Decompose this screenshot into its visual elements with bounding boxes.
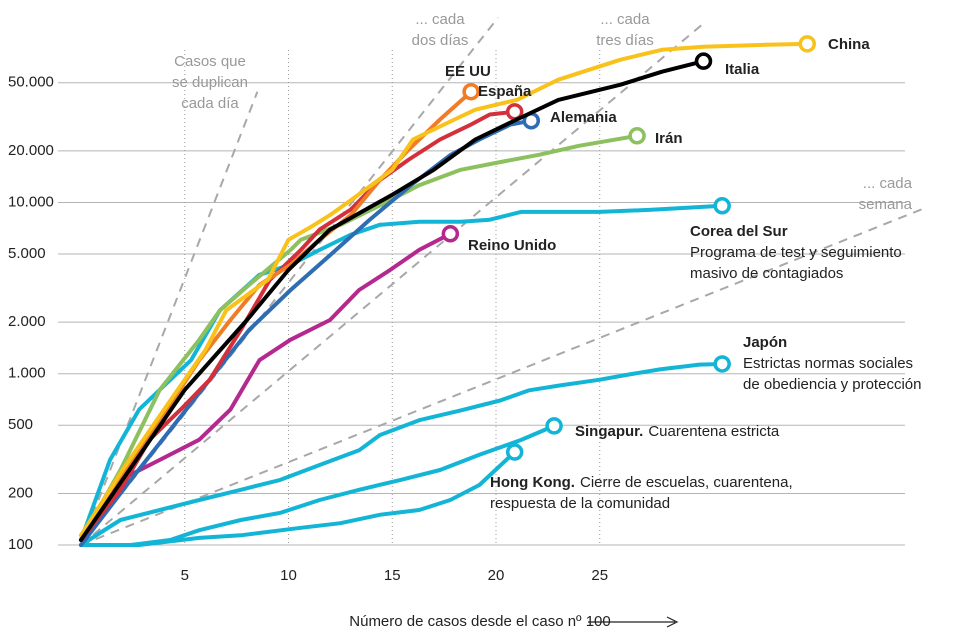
series-note: Cuarentena estricta xyxy=(648,423,780,440)
series-label: Japón xyxy=(743,334,787,351)
end-marker xyxy=(462,82,480,101)
series-line xyxy=(79,231,453,542)
reference-line xyxy=(80,20,707,546)
end-marker xyxy=(545,417,563,435)
series-label: Hong Kong. xyxy=(490,474,575,491)
reference-label: tres días xyxy=(596,32,654,49)
series-note: Estrictas normas sociales xyxy=(743,355,913,372)
y-tick-label: 5.000 xyxy=(8,245,46,262)
end-marker xyxy=(713,355,731,373)
axis-arrow-head xyxy=(666,616,679,628)
end-marker xyxy=(798,35,816,53)
reference-label: dos días xyxy=(412,32,469,49)
x-tick-label: 15 xyxy=(384,567,401,584)
series-label: Corea del Sur xyxy=(690,223,788,240)
series-label: Reino Unido xyxy=(468,237,556,254)
end-marker xyxy=(505,443,524,461)
y-tick-label: 2.000 xyxy=(8,313,46,330)
series-line xyxy=(79,109,517,542)
series-line xyxy=(79,133,640,542)
end-marker xyxy=(441,225,460,243)
y-tick-label: 10.000 xyxy=(8,193,54,210)
reference-line xyxy=(80,206,926,546)
x-tick-label: 5 xyxy=(181,567,189,584)
series-line xyxy=(79,423,557,547)
series-label: EE UU xyxy=(445,63,491,80)
series-label: Irán xyxy=(655,130,683,147)
reference-label: cada día xyxy=(181,95,239,112)
y-tick-label: 1.000 xyxy=(8,365,46,382)
series-line xyxy=(79,362,725,547)
x-axis-label: Número de casos desde el caso nº 100 xyxy=(349,613,610,630)
reference-label: ... cada xyxy=(863,175,913,192)
reference-label: ... cada xyxy=(415,11,465,28)
x-tick-label: 20 xyxy=(488,567,505,584)
y-tick-label: 100 xyxy=(8,536,33,553)
x-tick-label: 25 xyxy=(591,567,608,584)
series-line xyxy=(79,450,517,547)
series-line xyxy=(79,41,810,538)
series-note: Cierre de escuelas, cuarentena, xyxy=(580,474,793,491)
series-label: Alemania xyxy=(550,109,617,126)
y-tick-label: 200 xyxy=(8,484,33,501)
reference-label: semana xyxy=(859,196,913,213)
series-note: Programa de test y seguimiento xyxy=(690,244,902,261)
y-tick-label: 50.000 xyxy=(8,74,54,91)
reference-label: Casos que xyxy=(174,53,246,70)
series-note: masivo de contagiados xyxy=(690,265,843,282)
series-label: Italia xyxy=(725,61,760,78)
end-marker xyxy=(713,197,731,215)
y-tick-label: 20.000 xyxy=(8,142,54,159)
x-tick-label: 10 xyxy=(280,567,297,584)
reference-line xyxy=(80,91,259,546)
series-label: España xyxy=(478,83,532,100)
series-label: Singapur. xyxy=(575,423,643,440)
end-marker xyxy=(628,127,646,145)
reference-label: ... cada xyxy=(600,11,650,28)
series-line xyxy=(79,59,706,542)
y-tick-label: 500 xyxy=(8,416,33,433)
series-line xyxy=(79,89,474,538)
end-marker xyxy=(694,52,713,70)
series-label: China xyxy=(828,36,870,53)
reference-label: se duplican xyxy=(172,74,248,91)
series-note: respuesta de la comunidad xyxy=(490,495,670,512)
series-note: de obediencia y protección xyxy=(743,376,921,393)
